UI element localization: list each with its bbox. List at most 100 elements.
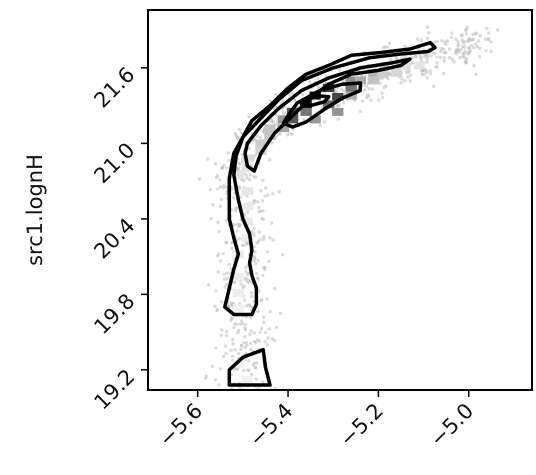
scatter-point — [242, 368, 246, 373]
density-cell — [413, 61, 425, 70]
scatter-point — [274, 93, 278, 97]
scatter-point — [244, 278, 248, 282]
density-contours-layer — [223, 40, 437, 387]
density-cell — [232, 170, 244, 179]
scatter-point — [224, 282, 229, 287]
scatter-point — [472, 63, 476, 68]
density-cell — [345, 84, 357, 92]
scatter-point — [428, 72, 433, 76]
scatter-point — [274, 325, 279, 330]
scatter-point — [381, 45, 386, 50]
scatter-point — [257, 289, 261, 293]
scatter-point — [246, 241, 250, 245]
scatter-point — [261, 380, 265, 384]
scatter-point — [445, 39, 450, 43]
scatter-point — [244, 173, 248, 177]
scatter-point — [282, 110, 286, 115]
scatter-point — [435, 55, 439, 59]
scatter-point — [263, 340, 267, 344]
density-cell — [255, 139, 267, 148]
density-cell — [264, 131, 276, 140]
scatter-point — [235, 222, 239, 227]
scatter-point — [218, 178, 222, 182]
scatter-point — [244, 265, 248, 270]
scatter-point — [425, 57, 429, 61]
scatter-point — [271, 238, 275, 242]
scatter-point — [230, 301, 234, 305]
density-cell — [354, 76, 366, 85]
scatter-point — [467, 49, 472, 54]
scatter-point — [216, 252, 221, 256]
scatter-point — [216, 220, 220, 225]
scatter-point — [214, 175, 218, 180]
scatter-point — [249, 329, 253, 333]
scatter-point — [252, 258, 256, 263]
scatter-point — [476, 39, 481, 43]
scatter-point — [442, 71, 446, 76]
scatter-point — [464, 32, 469, 36]
scatter-point — [415, 37, 420, 41]
scatter-point — [220, 328, 224, 332]
scatter-point — [255, 134, 259, 138]
x-tick-label: −5.2 — [335, 399, 388, 452]
scatter-point — [456, 39, 460, 44]
scatter-point — [341, 101, 346, 105]
scatter-point — [489, 40, 493, 44]
scatter-point — [385, 45, 389, 49]
scatter-point — [408, 79, 412, 83]
scatter-point — [425, 76, 429, 80]
scatter-point — [250, 294, 254, 299]
scatter-point — [425, 54, 430, 58]
scatter-point — [235, 367, 240, 371]
scatter-point — [224, 218, 229, 223]
scatter-point — [260, 199, 265, 203]
scatter-point — [477, 54, 482, 59]
scatter-point — [263, 194, 267, 198]
scatter-point — [262, 315, 266, 319]
density-cell — [241, 233, 253, 242]
scatter-point — [264, 330, 268, 335]
scatter-point — [440, 39, 444, 43]
scatter-point — [466, 46, 471, 50]
density-cell — [300, 108, 312, 116]
scatter-point — [251, 363, 255, 367]
scatter-point — [232, 281, 236, 285]
scatter-point — [364, 84, 369, 88]
scatter-point — [234, 322, 239, 326]
density-cell — [241, 187, 253, 196]
scatter-point — [257, 205, 261, 210]
scatter-point — [245, 176, 249, 180]
scatter-point — [237, 161, 241, 165]
scatter-point — [236, 331, 240, 335]
scatter-point — [244, 341, 249, 345]
scatter-point — [258, 237, 262, 242]
scatter-point — [475, 44, 479, 49]
scatter-point — [227, 158, 231, 162]
scatter-point — [237, 237, 242, 241]
scatter-point — [265, 297, 269, 301]
scatter-point — [243, 346, 247, 350]
scatter-point — [243, 322, 248, 327]
scatter-point — [252, 234, 256, 238]
scatter-point — [223, 277, 227, 281]
scatter-point — [213, 378, 218, 382]
scatter-point — [210, 364, 215, 368]
scatter-point — [489, 49, 493, 54]
scatter-point — [268, 310, 272, 314]
scatter-point — [438, 55, 443, 59]
scatter-point — [386, 77, 390, 81]
scatter-point — [288, 93, 292, 97]
scatter-point — [224, 351, 228, 356]
scatter-point — [252, 231, 256, 235]
scatter-point — [384, 84, 388, 88]
scatter-point — [248, 173, 253, 177]
scatter-point — [230, 337, 235, 342]
scatter-point — [253, 250, 257, 254]
scatter-point — [280, 253, 285, 257]
scatter-point — [387, 41, 392, 45]
scatter-point — [261, 178, 265, 183]
scatter-point — [318, 123, 322, 128]
scatter-point — [472, 46, 476, 50]
density-cell — [232, 304, 244, 313]
scatter-point — [256, 258, 260, 262]
